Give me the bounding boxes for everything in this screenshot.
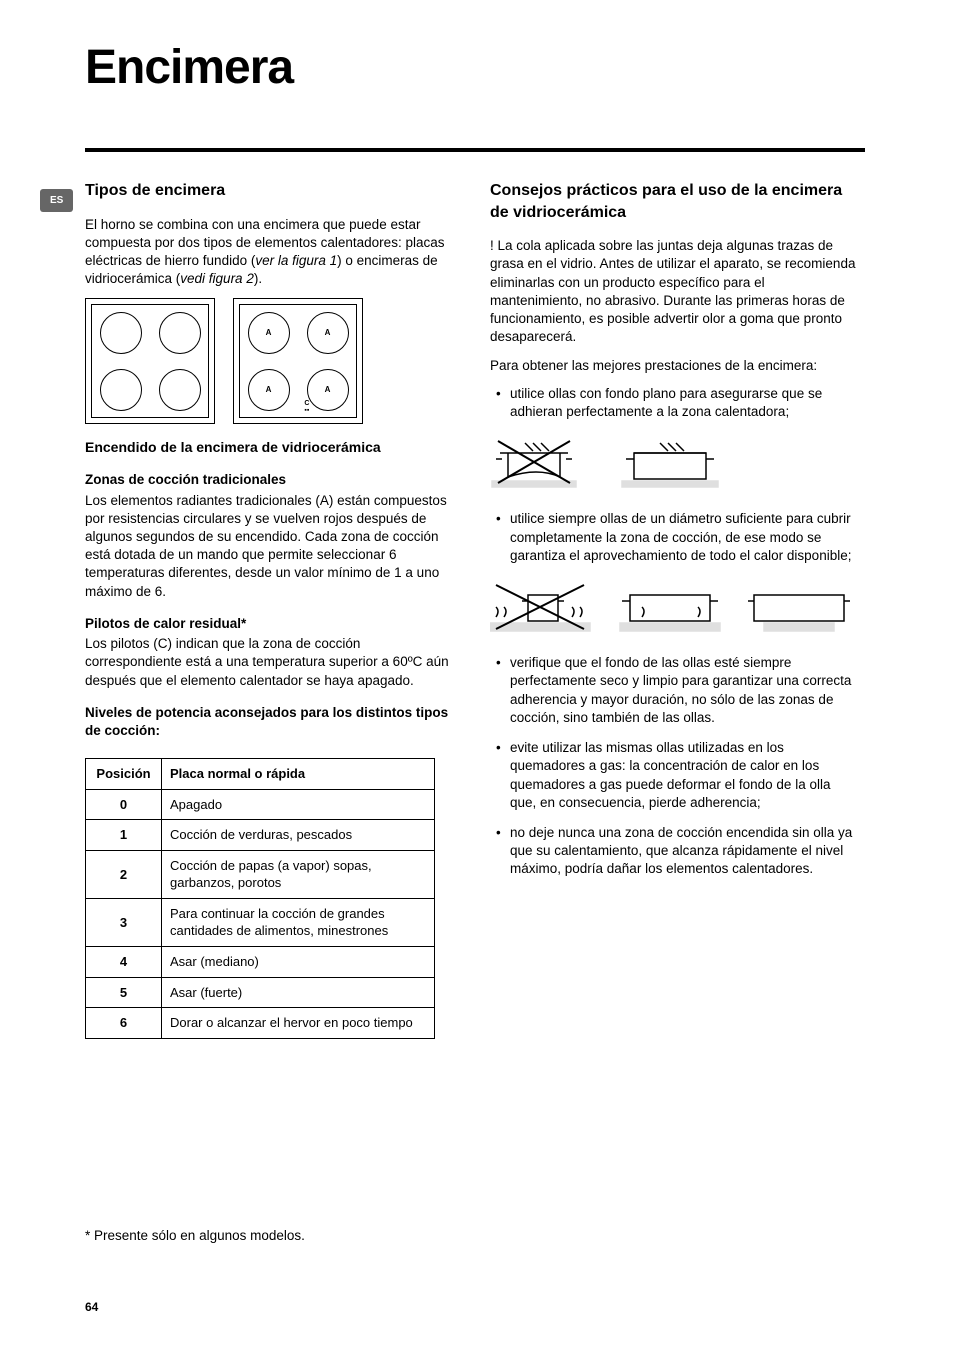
- figure-ref-1: ver la figura 1: [255, 253, 337, 268]
- list-item: evite utilizar las mismas ollas utilizad…: [496, 739, 860, 812]
- page-number: 64: [85, 1300, 98, 1314]
- burner-circle: A: [307, 369, 349, 411]
- table-cell: 0: [86, 789, 162, 820]
- text: La cola aplicada sobre las juntas deja a…: [490, 238, 855, 344]
- footnote: * Presente sólo en algunos modelos.: [85, 1228, 305, 1243]
- table-cell: 2: [86, 850, 162, 898]
- burner-label-a: A: [325, 328, 331, 339]
- table-row: 0Apagado: [86, 789, 435, 820]
- burner-circle: [100, 312, 142, 354]
- hob-diagram-2: A A A A C▪▪: [233, 298, 363, 424]
- table-header-row: Posición Placa normal o rápida: [86, 759, 435, 790]
- table-cell: Apagado: [162, 789, 435, 820]
- paragraph-tipos: El horno se combina con una encimera que…: [85, 216, 455, 289]
- heading-pilotos: Pilotos de calor residual*: [85, 615, 455, 633]
- list-item: no deje nunca una zona de cocción encend…: [496, 824, 860, 879]
- paragraph-zonas: Los elementos radiantes tradicionales (A…: [85, 492, 455, 601]
- table-cell: 1: [86, 820, 162, 851]
- tips-list: verifique que el fondo de las ollas esté…: [496, 654, 860, 878]
- left-column: Tipos de encimera El horno se combina co…: [85, 180, 455, 1039]
- burner-circle: [100, 369, 142, 411]
- burner-label-a: A: [266, 385, 272, 396]
- heading-tipos: Tipos de encimera: [85, 180, 455, 202]
- table-row: 6Dorar o alcanzar el hervor en poco tiem…: [86, 1008, 435, 1039]
- heading-zonas: Zonas de cocción tradicionales: [85, 471, 455, 489]
- burner-label-a: A: [325, 385, 331, 396]
- list-item: verifique que el fondo de las ollas esté…: [496, 654, 860, 727]
- paragraph-intro: Para obtener las mejores prestaciones de…: [490, 357, 860, 375]
- pot-diagram-flat-base: [490, 433, 860, 496]
- burner-circle: A: [248, 369, 290, 411]
- hob-diagram-1: [85, 298, 215, 424]
- table-cell: Cocción de verduras, pescados: [162, 820, 435, 851]
- text: ).: [254, 271, 262, 286]
- table-cell: Dorar o alcanzar el hervor en poco tiemp…: [162, 1008, 435, 1039]
- table-cell: 6: [86, 1008, 162, 1039]
- right-column: Consejos prácticos para el uso de la enc…: [490, 180, 860, 891]
- tips-list: utilice ollas con fondo plano para asegu…: [496, 385, 860, 421]
- table-row: 4Asar (mediano): [86, 947, 435, 978]
- table-row: 3Para continuar la cocción de grandes ca…: [86, 898, 435, 946]
- heading-niveles: Niveles de potencia aconsejados para los…: [85, 704, 455, 740]
- table-cell: Asar (fuerte): [162, 977, 435, 1008]
- table-header: Placa normal o rápida: [162, 759, 435, 790]
- list-item: utilice ollas con fondo plano para asegu…: [496, 385, 860, 421]
- table-row: 2Cocción de papas (a vapor) sopas, garba…: [86, 850, 435, 898]
- pot-diagram-diameter: [490, 577, 860, 640]
- table-cell: Para continuar la cocción de grandes can…: [162, 898, 435, 946]
- paragraph-pilotos: Los pilotos (C) indican que la zona de c…: [85, 635, 455, 690]
- list-item: utilice siempre ollas de un diámetro suf…: [496, 510, 860, 565]
- pot-svg-2: [490, 577, 850, 635]
- title-rule: [85, 148, 865, 152]
- tips-list: utilice siempre ollas de un diámetro suf…: [496, 510, 860, 565]
- burner-circle: A: [248, 312, 290, 354]
- table-cell: 4: [86, 947, 162, 978]
- paragraph-warning: ! La cola aplicada sobre las juntas deja…: [490, 237, 860, 346]
- table-cell: 3: [86, 898, 162, 946]
- burner-circle: [159, 369, 201, 411]
- language-tab: ES: [40, 189, 73, 212]
- control-label-c: C▪▪: [304, 400, 309, 414]
- burner-label-a: A: [266, 328, 272, 339]
- power-levels-table: Posición Placa normal o rápida 0Apagado …: [85, 758, 435, 1038]
- table-cell: 5: [86, 977, 162, 1008]
- table-row: 5Asar (fuerte): [86, 977, 435, 1008]
- table-cell: Cocción de papas (a vapor) sopas, garban…: [162, 850, 435, 898]
- page-title: Encimera: [85, 40, 293, 95]
- pot-svg-1: [490, 433, 730, 491]
- heading-consejos: Consejos prácticos para el uso de la enc…: [490, 180, 860, 223]
- table-cell: Asar (mediano): [162, 947, 435, 978]
- burner-circle: [159, 312, 201, 354]
- table-row: 1Cocción de verduras, pescados: [86, 820, 435, 851]
- burner-circle: A: [307, 312, 349, 354]
- figure-ref-2: vedi figura 2: [180, 271, 254, 286]
- hob-diagrams: A A A A C▪▪: [85, 298, 455, 424]
- heading-encendido: Encendido de la encimera de vidriocerámi…: [85, 438, 455, 457]
- table-header: Posición: [86, 759, 162, 790]
